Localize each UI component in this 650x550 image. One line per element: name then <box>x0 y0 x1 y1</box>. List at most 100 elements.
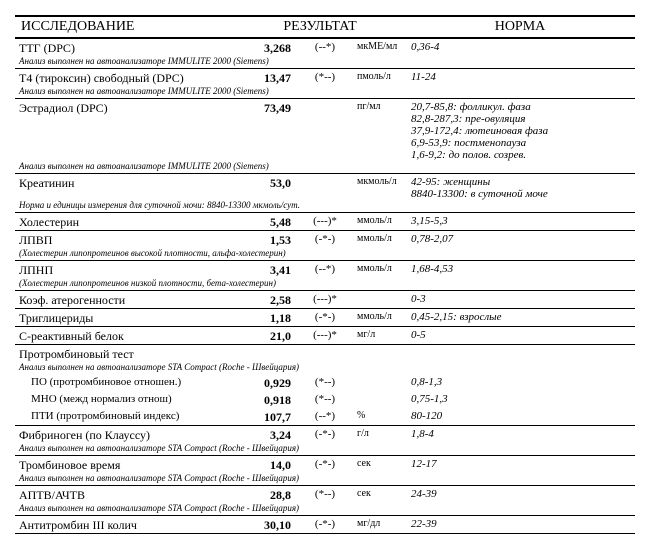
test-unit <box>355 374 405 376</box>
test-norm: 3,15-5,3 <box>405 213 635 227</box>
test-note: Анализ выполнен на автоанализаторе IMMUL… <box>15 56 635 68</box>
table-row: Триглицериды1,18(-*-)ммоль/л0,45-2,15: в… <box>15 309 635 327</box>
test-norm: 11-24 <box>405 69 635 83</box>
table-row: ТТГ (DPC)3,268(--*)мкМЕ/мл0,36-4 Анализ в… <box>15 39 635 69</box>
table-row: Фибриноген (по Клауссу)3,24(-*-)г/л1,8-4… <box>15 426 635 456</box>
test-name: Тромбиновое время <box>15 456 235 473</box>
test-flag: (---)* <box>295 213 355 227</box>
test-unit: ммоль/л <box>355 231 405 244</box>
test-norm: 24-39 <box>405 486 635 500</box>
test-norm <box>405 345 635 347</box>
test-name: Креатинин <box>15 174 235 191</box>
test-note: Анализ выполнен на автоанализаторе IMMUL… <box>15 161 635 173</box>
test-note: Норма и единицы измерения для суточной м… <box>15 200 635 212</box>
test-unit: мкМЕ/мл <box>355 39 405 52</box>
test-value: 3,41 <box>235 261 295 278</box>
test-value: 21,0 <box>235 327 295 344</box>
test-name: МНО (межд нормализ отнош) <box>15 391 235 405</box>
test-value: 107,7 <box>235 408 295 425</box>
test-name: АПТВ/АЧТВ <box>15 486 235 503</box>
test-value: 3,268 <box>235 39 295 56</box>
test-name: ПО (протромбиновое отношен.) <box>15 374 235 388</box>
table-row: Холестерин5,48(---)*ммоль/л3,15-5,3 <box>15 213 635 231</box>
sub-row: ПТИ (протромбиновый индекс)107,7(--*)%80… <box>15 408 635 426</box>
header-norm: НОРМА <box>405 17 635 37</box>
test-norm: 0,8-1,3 <box>405 374 635 388</box>
test-norm: 0,36-4 <box>405 39 635 53</box>
test-name: Т4 (тироксин) свободный (DPC) <box>15 69 235 86</box>
test-flag: (*--) <box>295 69 355 83</box>
test-flag: (-*-) <box>295 309 355 323</box>
test-norm: 12-17 <box>405 456 635 470</box>
test-name: С-реактивный белок <box>15 327 235 344</box>
test-name: ПТИ (протромбиновый индекс) <box>15 408 235 422</box>
test-flag: (---)* <box>295 291 355 305</box>
test-value: 28,8 <box>235 486 295 503</box>
test-unit: ммоль/л <box>355 309 405 322</box>
test-value: 30,10 <box>235 516 295 533</box>
test-unit: сек <box>355 486 405 499</box>
test-unit: ммоль/л <box>355 261 405 274</box>
test-flag: (-*-) <box>295 231 355 245</box>
test-unit: пг/мл <box>355 99 405 112</box>
test-norm: 20,7-85,8: фолликул. фаза 82,8-287,3: пр… <box>405 99 635 161</box>
test-note: Анализ выполнен на автоанализаторе STA C… <box>15 473 635 485</box>
test-name: ЛПНП <box>15 261 235 278</box>
test-unit: мг/дл <box>355 516 405 529</box>
test-unit <box>355 291 405 293</box>
test-value: 14,0 <box>235 456 295 473</box>
test-flag: (--*) <box>295 261 355 275</box>
test-value: 5,48 <box>235 213 295 230</box>
test-unit: сек <box>355 456 405 469</box>
test-value: 3,24 <box>235 426 295 443</box>
test-value <box>235 345 295 347</box>
test-flag: (-*-) <box>295 456 355 470</box>
test-unit <box>355 345 405 347</box>
table-row: Тромбиновое время14,0(-*-)сек12-17 Анализ… <box>15 456 635 486</box>
test-name: ТТГ (DPC) <box>15 39 235 56</box>
test-unit: ммоль/л <box>355 213 405 226</box>
sub-row: МНО (межд нормализ отнош)0,918(*--)0,75-… <box>15 391 635 408</box>
test-unit <box>355 391 405 393</box>
test-norm: 22-39 <box>405 516 635 530</box>
test-value: 0,929 <box>235 374 295 391</box>
rows-container: ТТГ (DPC)3,268(--*)мкМЕ/мл0,36-4Анализ в… <box>15 39 635 534</box>
test-norm: 42-95: женщины 8840-13300: в суточной мо… <box>405 174 635 200</box>
test-flag: (--*) <box>295 39 355 53</box>
table-row: Протромбиновый тестАнализ выполнен на ав… <box>15 345 635 374</box>
test-note: Анализ выполнен на автоанализаторе STA C… <box>15 443 635 455</box>
table-row: С-реактивный белок21,0(---)*мг/л0-5 <box>15 327 635 345</box>
lab-report-sheet: ИССЛЕДОВАНИЕ РЕЗУЛЬТАТ НОРМА ТТГ (DPC)3,… <box>15 15 635 534</box>
test-name: Протромбиновый тест <box>15 345 235 362</box>
test-unit: % <box>355 408 405 421</box>
header-result: РЕЗУЛЬТАТ <box>235 17 405 37</box>
table-row: ЛПНП3,41(--*)ммоль/л1,68-4,53 (Холестерин… <box>15 261 635 291</box>
test-unit: пмоль/л <box>355 69 405 82</box>
test-note: Анализ выполнен на автоанализаторе STA C… <box>15 362 635 374</box>
test-note: Анализ выполнен на автоанализаторе STA C… <box>15 503 635 515</box>
test-flag: (*--) <box>295 391 355 405</box>
test-value: 1,18 <box>235 309 295 326</box>
test-value: 0,918 <box>235 391 295 408</box>
header-study: ИССЛЕДОВАНИЕ <box>15 17 235 37</box>
test-value: 73,49 <box>235 99 295 116</box>
test-unit: мкмоль/л <box>355 174 405 187</box>
test-name: Коэф. атерогенности <box>15 291 235 308</box>
test-note: (Холестерин липопротеинов низкой плотнос… <box>15 278 635 290</box>
test-name: Холестерин <box>15 213 235 230</box>
test-norm: 1,68-4,53 <box>405 261 635 275</box>
table-row: Т4 (тироксин) свободный (DPC)13,47(*--)п… <box>15 69 635 99</box>
test-value: 13,47 <box>235 69 295 86</box>
test-name: Фибриноген (по Клауссу) <box>15 426 235 443</box>
sub-row: ПО (протромбиновое отношен.)0,929(*--) 0,… <box>15 374 635 391</box>
test-note: Анализ выполнен на автоанализаторе IMMUL… <box>15 86 635 98</box>
test-unit: мг/л <box>355 327 405 340</box>
test-value: 1,53 <box>235 231 295 248</box>
test-value: 53,0 <box>235 174 295 191</box>
test-flag: (*--) <box>295 374 355 388</box>
test-norm: 1,8-4 <box>405 426 635 440</box>
table-row: Креатинин53,0 мкмоль/л42-95: женщины 8840… <box>15 174 635 213</box>
test-flag: (--*) <box>295 408 355 422</box>
test-name: ЛПВП <box>15 231 235 248</box>
test-name: Антитромбин III колич <box>15 516 235 533</box>
